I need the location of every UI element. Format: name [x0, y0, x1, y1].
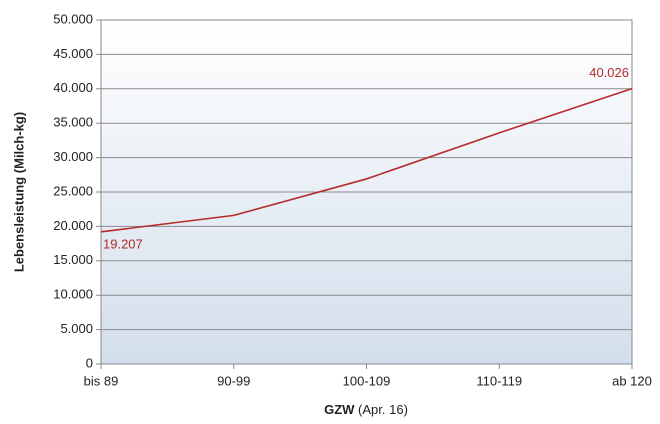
y-tick-label: 20.000: [53, 218, 93, 233]
y-tick-label: 35.000: [53, 115, 93, 130]
x-tick-label: ab 120: [612, 373, 652, 388]
y-tick-label: 10.000: [53, 287, 93, 302]
y-tick-label: 45.000: [53, 46, 93, 61]
x-tick-label: 110-119: [476, 373, 522, 388]
x-axis-label-main: GZW: [324, 402, 355, 417]
y-axis-label: Lebensleistung (Milch-kg): [11, 112, 26, 272]
data-line: [100, 87, 633, 233]
y-tick-label: 5.000: [60, 321, 93, 336]
y-tick-label: 50.000: [53, 11, 93, 26]
x-tick-label: bis 89: [84, 373, 119, 388]
y-tick-label: 0: [86, 355, 93, 370]
x-axis-label-note: (Apr. 16): [358, 402, 408, 417]
x-tick-label: 90-99: [217, 373, 250, 388]
x-axis-label: GZW (Apr. 16): [324, 402, 408, 417]
y-tick-label: 30.000: [53, 149, 93, 164]
data-label: 40.026: [589, 65, 629, 80]
y-tick-label: 25.000: [53, 183, 93, 198]
x-tick-label: 100-109: [343, 373, 391, 388]
y-tick-label: 15.000: [53, 252, 93, 267]
data-label: 19.207: [103, 236, 143, 251]
y-tick-label: 40.000: [53, 80, 93, 95]
